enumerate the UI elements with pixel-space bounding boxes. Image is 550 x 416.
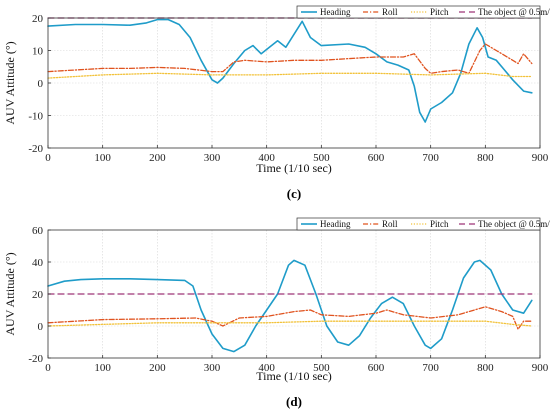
y-tick-label: -20 xyxy=(28,353,43,365)
legend: Heading Roll Pitch The object @ 0.5m/s xyxy=(296,5,550,19)
legend-label-roll: Roll xyxy=(382,219,398,229)
y-axis-label: AUV Attitude (°) xyxy=(3,41,17,124)
x-tick-label: 900 xyxy=(532,362,549,374)
x-tick-label: 500 xyxy=(313,362,330,374)
x-tick-label: 300 xyxy=(204,152,221,164)
x-tick-label: 900 xyxy=(532,152,549,164)
x-tick-label: 500 xyxy=(313,152,330,164)
y-tick-label: 20 xyxy=(32,13,44,25)
x-tick-label: 400 xyxy=(258,362,275,374)
series-line-pitch xyxy=(47,320,533,327)
x-axis-label: Time (1/10 sec) xyxy=(256,161,332,175)
x-tick-label: 800 xyxy=(477,362,494,374)
x-tick-label: 300 xyxy=(204,362,221,374)
series-line-heading xyxy=(47,259,533,353)
y-tick-label: 20 xyxy=(32,289,44,301)
y-tick-label: 60 xyxy=(32,225,44,237)
y-tick-label: 0 xyxy=(38,321,44,333)
x-tick-label: 700 xyxy=(422,362,439,374)
legend-box xyxy=(296,217,541,231)
legend-label-roll: Roll xyxy=(382,7,398,17)
y-tick-label: 10 xyxy=(32,46,44,58)
panel-label: (d) xyxy=(286,394,302,409)
x-tick-label: 700 xyxy=(422,152,439,164)
series-line-pitch xyxy=(47,72,533,79)
legend-label-heading: Heading xyxy=(320,219,351,229)
x-tick-label: 400 xyxy=(258,152,275,164)
legend-box xyxy=(296,5,541,19)
x-tick-label: 100 xyxy=(94,362,111,374)
x-tick-label: 200 xyxy=(149,152,166,164)
legend-label-pitch: Pitch xyxy=(430,7,449,17)
y-tick-label: -20 xyxy=(28,143,43,155)
x-tick-label: 600 xyxy=(368,362,385,374)
series-line-heading xyxy=(47,18,533,123)
y-axis-label: AUV Attitude (°) xyxy=(3,252,17,335)
x-tick-label: 800 xyxy=(477,152,494,164)
y-tick-label: 40 xyxy=(32,257,44,269)
panel-label: (c) xyxy=(287,186,301,201)
legend-label-the-object-0-5m-s: The object @ 0.5m/s xyxy=(478,219,550,229)
legend-label-heading: Heading xyxy=(320,7,351,17)
chart-panel-c: 0 100 200 300 400 500 600 700 800 900 -20 -10 0 10 20 T… xyxy=(3,5,550,201)
x-tick-label: 100 xyxy=(94,152,111,164)
grid xyxy=(48,18,540,148)
x-axis-label: Time (1/10 sec) xyxy=(256,369,332,383)
chart-panel-d: 0 100 200 300 400 500 600 700 800 900 -20 0 20 40 60 Ti… xyxy=(0,208,550,416)
series-line-roll xyxy=(47,43,533,74)
chart-d-svg: 0 100 200 300 400 500 600 700 800 900-200204060Ti… xyxy=(3,217,550,409)
chart-c-svg: 0 100 200 300 400 500 600 700 800 900 -20 -10 0 10 20 T… xyxy=(3,5,550,201)
series-line-roll xyxy=(47,306,533,330)
y-tick-label: -10 xyxy=(28,111,43,123)
y-tick-label: 0 xyxy=(38,78,44,90)
legend: Heading Roll Pitch The object @ 0.5m/s xyxy=(296,217,550,231)
x-tick-label: 0 xyxy=(45,152,51,164)
x-tick-label: 600 xyxy=(368,152,385,164)
legend-label-the-object-0-5m-s: The object @ 0.5m/s xyxy=(478,7,550,17)
x-tick-label: 200 xyxy=(149,362,166,374)
x-tick-label: 0 xyxy=(45,362,51,374)
legend-label-pitch: Pitch xyxy=(430,219,449,229)
